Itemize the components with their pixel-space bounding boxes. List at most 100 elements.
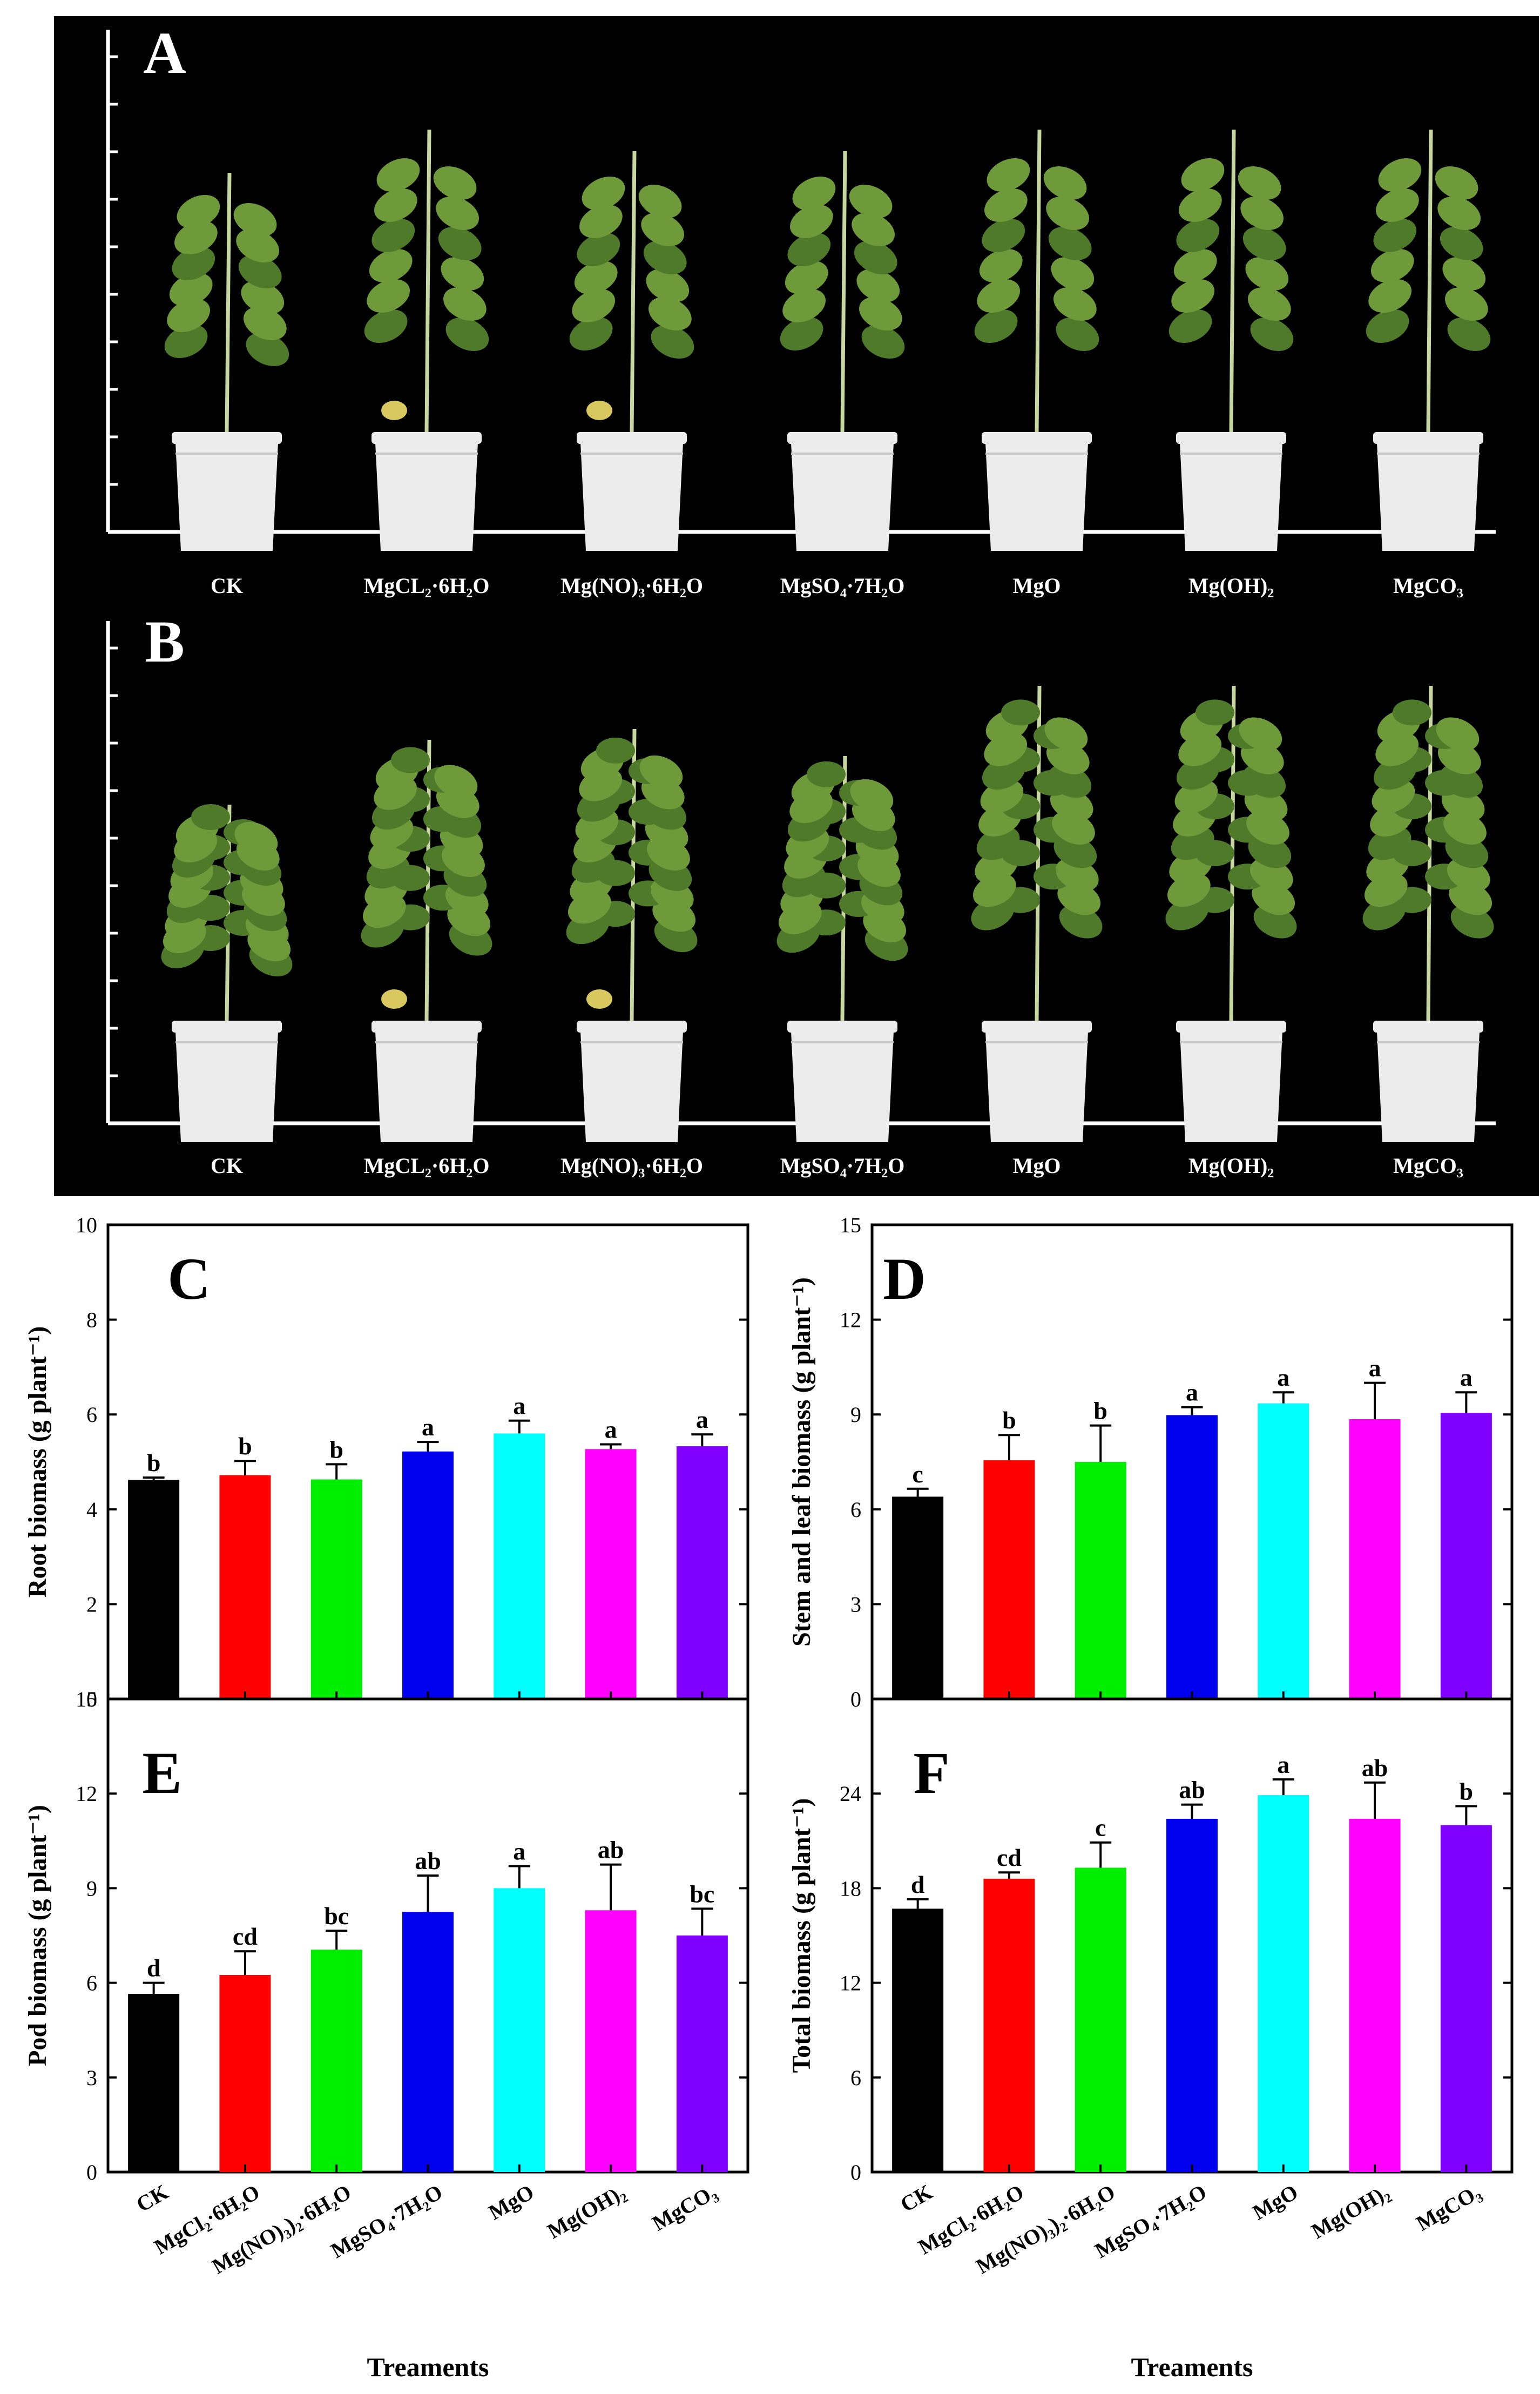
leaf: [596, 737, 635, 764]
potted-plant: [364, 129, 489, 551]
leaf: [1245, 257, 1289, 291]
leaf: [1176, 219, 1220, 252]
leaf: [582, 177, 625, 210]
leaf: [1440, 227, 1483, 260]
pot-rim: [577, 1021, 687, 1033]
leaf: [381, 401, 407, 420]
bar-3: [1166, 1415, 1218, 1699]
leaf: [1436, 717, 1480, 751]
x-tick-label: Mg(OH)₂: [543, 2180, 630, 2243]
y-tick-label: 3: [850, 1592, 861, 1616]
treatment-label: MgSO₄·7H₂O: [780, 1154, 905, 1178]
leaf: [381, 989, 407, 1009]
leaf: [1048, 227, 1092, 260]
leaf: [364, 309, 408, 343]
leaf: [1375, 188, 1419, 222]
y-tick-label: 4: [86, 1498, 97, 1522]
potted-plant: [1165, 685, 1297, 1142]
photo-panel-b: B CK MgCL₂·6H₂O Mg(NO)₃·6H₂O MgSO₄·7H₂O MgO Mg…: [106, 609, 1496, 1178]
y-axis-label: Root biomass (g plant⁻¹): [23, 1326, 52, 1597]
leaf: [445, 318, 489, 351]
bar-0: [892, 1496, 944, 1699]
pot-rim: [172, 1021, 282, 1033]
leaf: [436, 197, 479, 230]
y-tick-label: 15: [76, 1687, 97, 1711]
leaf: [648, 297, 692, 331]
leaf: [979, 249, 1023, 282]
pot-rim: [577, 432, 687, 444]
bar-5: [1349, 1419, 1401, 1699]
treatment-label: Mg(NO)₃·6H₂O: [560, 1154, 703, 1178]
leaf: [987, 158, 1030, 192]
leaf: [785, 261, 828, 294]
leaf: [859, 297, 902, 331]
plant-stem: [1426, 129, 1433, 433]
significance-letter: c: [1095, 1814, 1106, 1842]
x-axis-title: Treaments: [367, 2352, 489, 2382]
leaf: [1442, 257, 1486, 291]
leaf: [1173, 249, 1217, 282]
leaf: [1250, 318, 1294, 351]
significance-letter: a: [1277, 1751, 1289, 1778]
potted-plant: [569, 151, 694, 551]
leaf: [856, 269, 900, 302]
treatment-label: Mg(OH)₂: [1188, 574, 1274, 598]
leaf: [1056, 318, 1099, 351]
plant-stem: [424, 129, 431, 433]
leaf: [374, 188, 417, 222]
leaf: [1001, 699, 1040, 726]
leaf: [579, 205, 623, 238]
significance-letter: ab: [415, 1847, 441, 1874]
y-axis-label: Total biomass (g plant⁻¹): [787, 1798, 816, 2073]
significance-letter: b: [1093, 1397, 1107, 1425]
leaf: [849, 185, 893, 218]
significance-letter: b: [1460, 1778, 1474, 1805]
bar-4: [1258, 1403, 1309, 1699]
significance-letter: a: [1277, 1364, 1289, 1391]
potted-plant: [566, 729, 698, 1142]
bar-4: [494, 1888, 545, 2172]
leaf: [369, 249, 413, 282]
pot-rim: [1373, 432, 1483, 444]
leaf: [787, 233, 831, 266]
potted-plant: [164, 172, 289, 551]
photo-panel-a: A CK MgCL₂·6H₂O Mg(NO)₃·6H₂O MgSO₄·7H₂O MgO Mg…: [106, 20, 1496, 598]
pot-rim: [787, 1021, 897, 1033]
bar-6: [1440, 1825, 1492, 2172]
leaf: [443, 287, 487, 321]
leaf: [569, 317, 613, 350]
leaf: [372, 219, 415, 252]
leaf: [1444, 287, 1488, 321]
leaf: [236, 229, 280, 262]
y-tick-label: 0: [850, 1687, 861, 1711]
pot-rim: [1373, 1021, 1483, 1033]
significance-letter: a: [1186, 1379, 1198, 1406]
leaf: [974, 309, 1018, 343]
chart-d: 0 3 6 9 12 15 Stem and leaf biomass (g plant⁻¹…: [787, 1213, 1514, 1711]
significance-letter: ab: [1179, 1776, 1205, 1804]
potted-plant: [1366, 129, 1491, 551]
bar-6: [1440, 1413, 1492, 1699]
y-tick-label: 10: [76, 1213, 97, 1237]
y-tick-label: 3: [86, 2066, 97, 2090]
bar-2: [310, 1479, 362, 1699]
leaf: [1242, 227, 1286, 260]
significance-letter: b: [329, 1435, 343, 1463]
pot-body: [1377, 443, 1480, 551]
panel-letter: C: [167, 1246, 210, 1312]
treatment-label: MgSO₄·7H₂O: [780, 574, 905, 598]
y-tick-label: 12: [840, 1971, 861, 1995]
x-axis-title: Treaments: [1131, 2352, 1253, 2382]
pot-body: [985, 443, 1088, 551]
leaf: [574, 261, 618, 294]
leaf: [246, 333, 289, 366]
potted-plant: [1168, 129, 1294, 551]
leaf: [174, 221, 218, 254]
leaf: [1393, 699, 1431, 726]
x-tick-label: MgO: [1248, 2180, 1302, 2224]
plant-stem: [1229, 129, 1236, 433]
leaf: [782, 289, 826, 322]
significance-letter: a: [605, 1416, 617, 1444]
leaf: [1240, 197, 1284, 230]
leaf: [238, 255, 282, 288]
